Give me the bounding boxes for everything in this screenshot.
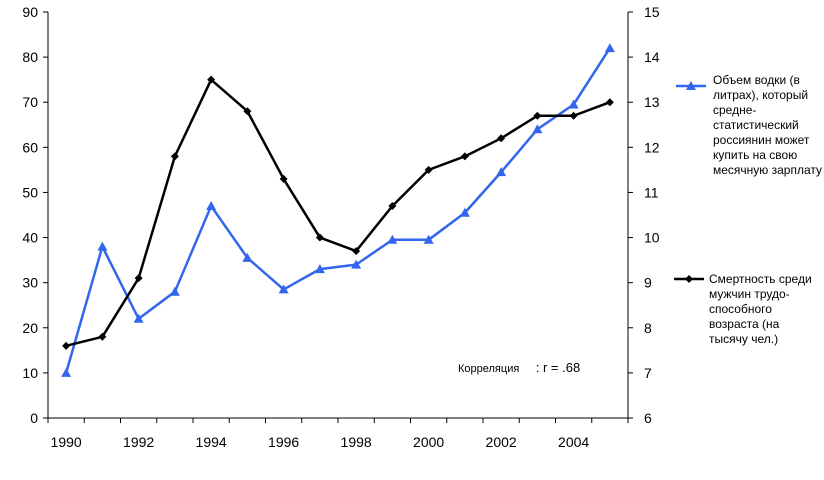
series-vodka-point — [423, 234, 434, 244]
right-tick-label: 6 — [644, 410, 652, 426]
series-vodka-point — [169, 286, 180, 296]
legend-vodka: Объем водки (в литрах), который средне-с… — [713, 73, 824, 178]
right-tick-label: 14 — [644, 49, 660, 65]
left-tick-label: 80 — [22, 49, 38, 65]
series-mortality-point — [497, 134, 506, 143]
x-tick-label: 2000 — [413, 434, 444, 450]
legend-vodka-label: Объем водки (в литрах), который средне-с… — [713, 73, 823, 177]
series-mortality-point — [279, 174, 288, 183]
correlation-label: Корреляция — [458, 363, 520, 375]
left-tick-label: 90 — [22, 4, 38, 20]
series-vodka-point — [496, 167, 507, 177]
right-tick-label: 9 — [644, 275, 652, 291]
right-tick-label: 12 — [644, 139, 660, 155]
series-mortality-point — [569, 111, 578, 120]
series-vodka-point — [206, 200, 217, 210]
series-vodka-point — [532, 124, 543, 134]
axes — [47, 12, 629, 419]
left-tick-label: 60 — [22, 139, 38, 155]
series-mortality-point — [388, 201, 397, 210]
x-tick-label: 1996 — [268, 434, 299, 450]
series-mortality-point — [134, 274, 143, 283]
series-layer — [61, 43, 615, 377]
series-mortality-point — [460, 152, 469, 161]
right-tick-label: 10 — [644, 230, 660, 246]
series-vodka-line — [64, 47, 611, 374]
series-vodka — [61, 43, 615, 377]
series-mortality-point — [243, 107, 252, 116]
series-mortality-point — [62, 341, 71, 350]
series-vodka-point — [242, 252, 253, 262]
series-vodka-point — [568, 99, 579, 109]
legend-mortality: Смертность среди мужчин трудо-способного… — [709, 272, 813, 347]
right-tick-label: 8 — [644, 320, 652, 336]
series-mortality-point — [424, 165, 433, 174]
x-tick-label: 2004 — [558, 434, 589, 450]
legend-markers — [674, 81, 706, 283]
right-tick-label: 11 — [644, 184, 659, 200]
series-mortality-line — [65, 78, 611, 348]
left-tick-label: 0 — [30, 410, 38, 426]
series-mortality-point — [533, 111, 542, 120]
x-tick-label: 1990 — [51, 434, 82, 450]
legend-mortality-marker — [685, 275, 693, 283]
x-tick-label: 1998 — [341, 434, 372, 450]
left-tick-label: 30 — [22, 275, 38, 291]
right-tick-label: 15 — [644, 4, 660, 20]
left-tick-label: 40 — [22, 230, 38, 246]
correlation-annotation: Корреляция : r = .68 — [458, 359, 580, 377]
x-tick-label: 1994 — [196, 434, 227, 450]
series-mortality-point — [98, 332, 107, 341]
x-tick-label: 2002 — [486, 434, 517, 450]
legend-mortality-label: Смертность среди мужчин трудо-способного… — [709, 272, 812, 346]
legend-vodka-marker — [686, 81, 696, 90]
series-vodka-point — [459, 207, 470, 217]
left-tick-label: 20 — [22, 320, 38, 336]
series-vodka-point — [278, 284, 289, 294]
series-vodka-point — [61, 367, 72, 377]
series-mortality-point — [207, 75, 216, 84]
x-tick-label: 1992 — [123, 434, 154, 450]
left-tick-label: 50 — [22, 184, 38, 200]
right-tick-label: 13 — [644, 94, 660, 110]
series-vodka-point — [97, 241, 108, 251]
series-vodka-point — [351, 259, 362, 269]
left-tick-label: 70 — [22, 94, 38, 110]
series-mortality-point — [605, 98, 614, 107]
series-vodka-point — [604, 43, 615, 53]
series-vodka-point — [133, 313, 144, 323]
left-axis-ticks: 0 10 20 30 40 50 60 70 80 90 — [22, 4, 48, 426]
series-mortality-point — [170, 152, 179, 161]
series-vodka-point — [387, 234, 398, 244]
left-tick-label: 10 — [22, 365, 38, 381]
right-axis-ticks: 6 7 8 9 10 11 12 13 14 15 — [628, 4, 660, 426]
series-mortality-point — [352, 247, 361, 256]
correlation-value: : r = .68 — [535, 360, 581, 375]
series-mortality — [62, 75, 614, 350]
series-mortality-point — [315, 233, 324, 242]
right-tick-label: 7 — [644, 365, 652, 381]
x-axis-ticks: 1990 1992 1994 1996 1998 2000 2002 2004 — [47, 418, 629, 450]
series-vodka-point — [314, 264, 325, 274]
